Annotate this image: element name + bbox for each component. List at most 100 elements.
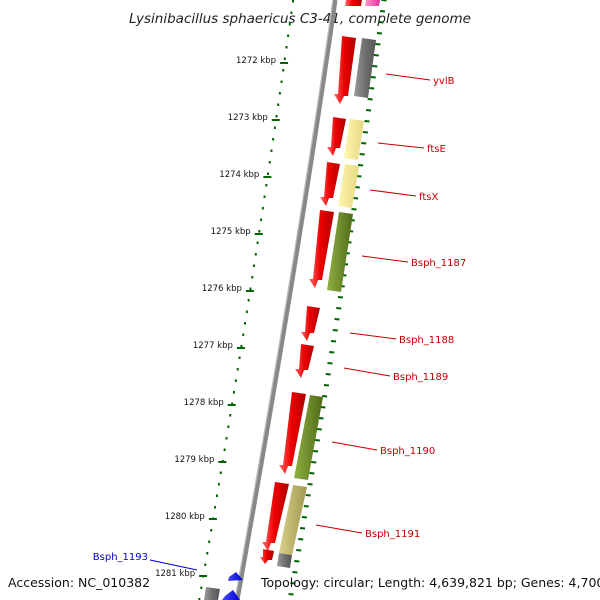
cog-bar xyxy=(277,553,292,568)
inner-scale-ticks xyxy=(198,0,294,600)
scale-tick xyxy=(312,450,319,453)
cog-bar xyxy=(354,38,376,98)
scale-tick xyxy=(311,461,317,464)
gene-arrow[interactable] xyxy=(320,162,340,206)
tick-label: 1278 kbp xyxy=(184,398,224,408)
label-leader-line xyxy=(149,559,198,571)
scale-tick xyxy=(242,333,245,336)
scale-tick xyxy=(260,218,263,221)
gene-arrow[interactable] xyxy=(262,482,289,551)
gene-label[interactable]: Bsph_1193 xyxy=(93,552,148,563)
gene-arrow[interactable] xyxy=(345,0,362,6)
scale-tick xyxy=(214,506,217,509)
scale-tick xyxy=(364,120,370,123)
gene-label[interactable]: Bsph_1191 xyxy=(365,529,420,540)
gene-arrow[interactable] xyxy=(309,210,334,288)
scale-tick xyxy=(283,57,286,60)
scale-tick xyxy=(294,560,300,563)
scale-tick xyxy=(367,98,373,101)
gene-arrow[interactable] xyxy=(327,117,346,156)
tick-label: 1276 kbp xyxy=(202,284,242,294)
map-title: Lysinibacillus sphaericus C3-41, complet… xyxy=(129,11,471,27)
scale-tick xyxy=(314,439,321,442)
gene-label[interactable]: Bsph_1190 xyxy=(380,446,435,457)
label-leader-line xyxy=(377,142,425,149)
footer: Accession: NC_010382 Topology: circular;… xyxy=(8,575,600,590)
scale-tick xyxy=(376,32,383,35)
scale-tick xyxy=(323,384,330,387)
scale-tick xyxy=(361,142,367,145)
scale-tick xyxy=(288,593,294,596)
scale-tick xyxy=(372,65,378,68)
cog-bar xyxy=(344,119,364,160)
gene-label[interactable]: ftsX xyxy=(419,192,438,203)
gene-label[interactable]: Bsph_1189 xyxy=(393,372,448,383)
scale-tick xyxy=(247,299,250,302)
gene-arrow-reverse[interactable] xyxy=(222,590,240,600)
scale-tick xyxy=(261,207,264,210)
scale-tick xyxy=(265,184,268,187)
scale-tick xyxy=(375,43,381,46)
gene-arrow[interactable] xyxy=(260,549,274,564)
gene-label[interactable]: ftsE xyxy=(427,144,446,155)
scale-tick xyxy=(354,186,360,189)
scale-tick xyxy=(272,138,275,141)
scale-tick xyxy=(290,582,296,585)
scale-tick xyxy=(210,529,213,532)
scale-tick xyxy=(337,296,344,299)
scale-tick xyxy=(270,149,273,152)
scale-tick xyxy=(296,549,302,552)
gene-arrow[interactable] xyxy=(334,36,356,104)
gene-label[interactable]: Bsph_1188 xyxy=(399,335,454,346)
cog-bar xyxy=(338,164,359,208)
scale-tick xyxy=(268,161,271,164)
scale-tick xyxy=(277,103,280,106)
topology-text: Topology: circular; Length: 4,639,821 bp… xyxy=(260,575,600,590)
scale-tick xyxy=(305,494,311,497)
gene-arrow-reverse[interactable] xyxy=(228,572,243,581)
gene-label[interactable]: yvlB xyxy=(433,76,455,87)
label-leader-line xyxy=(315,524,363,534)
scale-tick xyxy=(223,448,226,451)
scale-tick xyxy=(263,195,266,198)
gene-arrow[interactable] xyxy=(279,392,306,474)
tick-label: 1272 kbp xyxy=(236,56,276,66)
scale-tick xyxy=(208,540,211,543)
label-leader-line xyxy=(385,73,431,81)
scale-tick xyxy=(362,131,368,134)
scale-tick xyxy=(244,322,247,325)
gene-track xyxy=(204,0,380,600)
scale-tick xyxy=(353,197,359,200)
gene-arrow[interactable] xyxy=(301,306,320,341)
scale-tick xyxy=(327,362,333,365)
scale-tick xyxy=(219,471,222,474)
scale-tick xyxy=(370,76,376,79)
gene-arrow[interactable] xyxy=(295,344,314,378)
cog-bar xyxy=(294,395,323,480)
scale-tick xyxy=(322,395,328,398)
gene-label[interactable]: Bsph_1187 xyxy=(411,258,466,269)
cog-bar xyxy=(327,212,353,292)
scale-tick xyxy=(231,402,234,405)
scale-tick xyxy=(225,437,228,440)
tick-label: 1277 kbp xyxy=(193,341,233,351)
scale-tick xyxy=(234,379,237,382)
scale-tick xyxy=(204,563,207,566)
scale-tick xyxy=(379,10,386,13)
scale-tick xyxy=(365,109,372,112)
scale-tick xyxy=(217,483,220,486)
gene-labels: yvlB ftsE ftsX Bsph_1187 Bsph_1188 Bsph_1189 B… xyxy=(93,73,466,571)
scale-tick xyxy=(267,172,270,175)
scale-tick xyxy=(332,329,338,332)
ruler-labels: 1272 kbp 1273 kbp 1274 kbp 1275 kbp 1276 kbp… xyxy=(155,56,289,579)
scale-tick xyxy=(330,340,337,343)
scale-tick xyxy=(278,92,281,95)
scale-tick xyxy=(254,253,257,256)
scale-tick xyxy=(233,391,236,394)
scale-tick xyxy=(292,571,298,574)
tick-label: 1280 kbp xyxy=(165,512,205,522)
scale-tick xyxy=(325,373,331,376)
scale-tick xyxy=(309,472,315,475)
scale-tick xyxy=(280,80,283,83)
